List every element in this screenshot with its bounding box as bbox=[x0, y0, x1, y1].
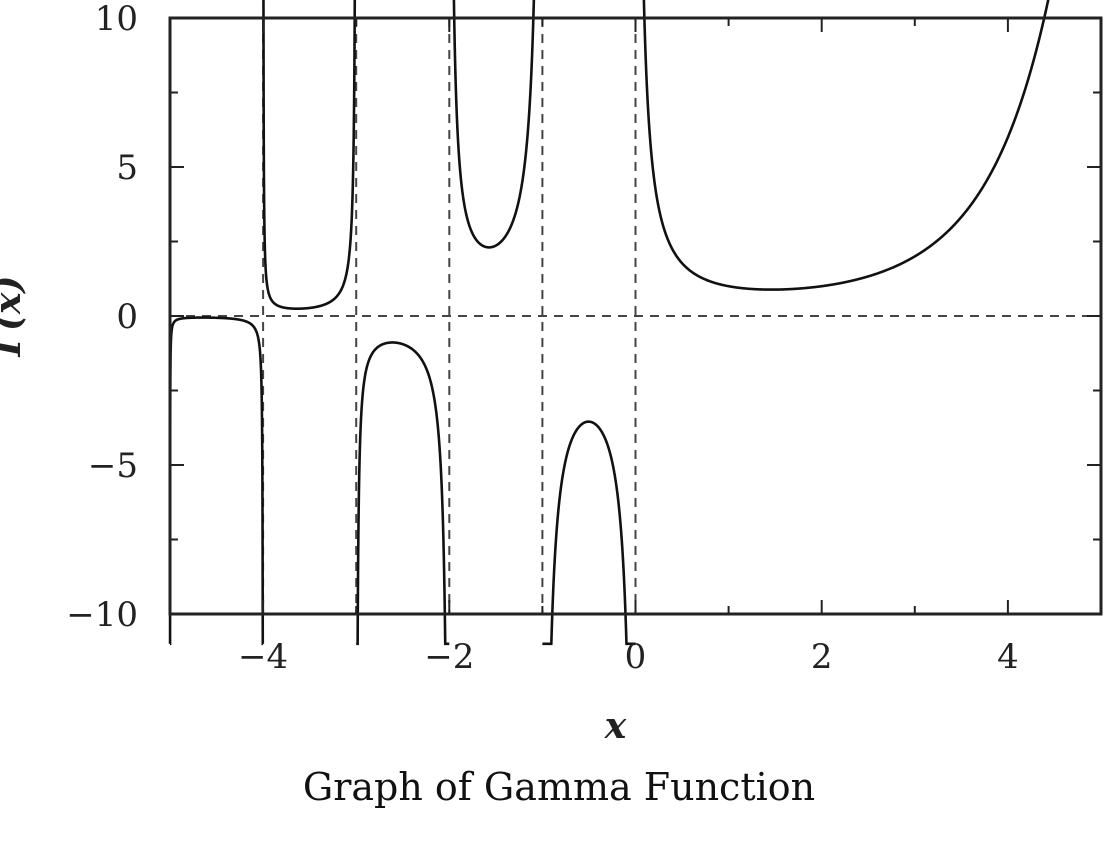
gamma-curve-branch bbox=[356, 341, 450, 646]
x-axis-label: x bbox=[604, 705, 627, 747]
y-tick-label: −5 bbox=[88, 446, 138, 486]
y-tick-label: 0 bbox=[116, 297, 138, 337]
chart-caption: Graph of Gamma Function bbox=[303, 765, 815, 809]
x-tick-label: 2 bbox=[811, 637, 833, 677]
y-tick-label: 10 bbox=[95, 0, 138, 39]
gamma-curve-branch bbox=[452, 0, 536, 249]
y-tick-labels: −10 −5 0 5 10 bbox=[66, 0, 138, 635]
y-tick-label: 5 bbox=[116, 148, 138, 188]
x-tick-label: 0 bbox=[625, 637, 647, 677]
axis-ticks bbox=[169, 17, 1102, 615]
x-tick-labels: −4 −2 0 2 4 bbox=[238, 637, 1019, 677]
x-tick-label: −2 bbox=[424, 637, 474, 677]
y-tick-label: −10 bbox=[66, 595, 138, 635]
x-tick-label: 4 bbox=[997, 637, 1019, 677]
x-tick-label: −4 bbox=[238, 637, 288, 677]
gamma-curve-branch bbox=[168, 316, 265, 646]
gamma-curve-branch bbox=[542, 420, 636, 646]
gamma-curve-branch bbox=[262, 0, 357, 310]
gamma-curve-series bbox=[168, 0, 1050, 646]
gamma-curve-branch bbox=[642, 0, 1050, 291]
y-axis-label: Γ(x) bbox=[0, 275, 29, 357]
